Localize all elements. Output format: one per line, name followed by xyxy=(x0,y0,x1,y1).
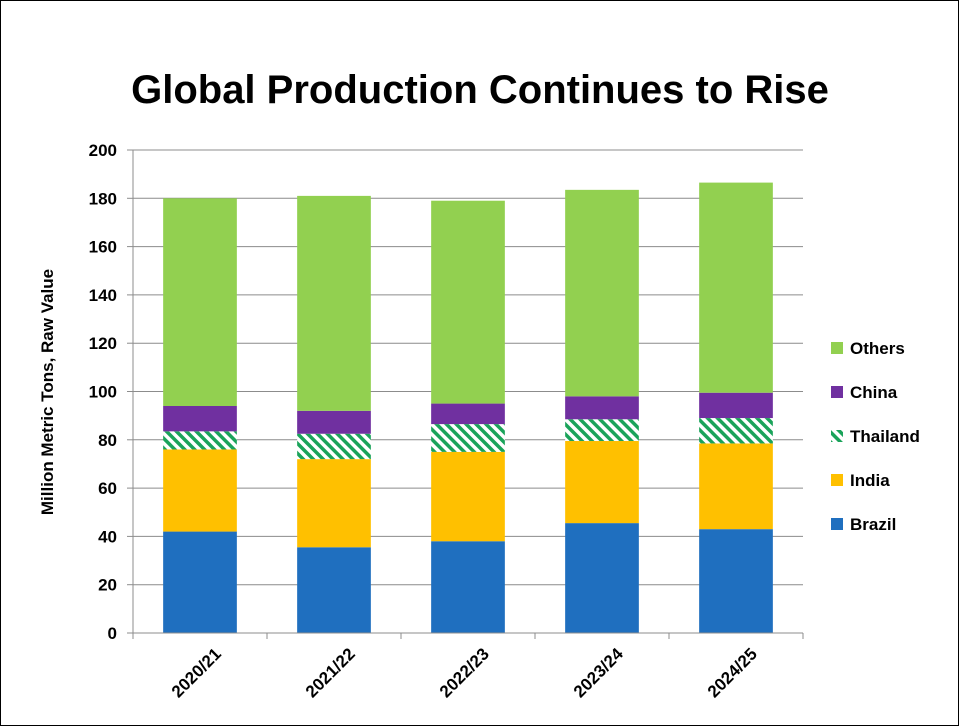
y-axis-title: Million Metric Tons, Raw Value xyxy=(38,269,57,515)
y-tick-label: 80 xyxy=(98,431,117,450)
axes xyxy=(132,150,804,639)
y-tick-label: 200 xyxy=(89,141,117,160)
bar-thailand-2023-24 xyxy=(565,419,639,442)
legend-swatch-india xyxy=(831,474,843,486)
bar-china-2023-24 xyxy=(565,396,639,420)
bar-india-2022-23 xyxy=(431,451,505,542)
y-tick-label: 140 xyxy=(89,286,117,305)
y-tick-label: 20 xyxy=(98,576,117,595)
bar-india-2020-21 xyxy=(163,449,237,532)
bar-china-2021-22 xyxy=(297,410,371,434)
bar-india-2021-22 xyxy=(297,459,371,548)
legend-label-others: Others xyxy=(850,339,905,358)
bar-china-2022-23 xyxy=(431,403,505,425)
x-tick-label: 2022/23 xyxy=(436,644,493,701)
bar-others-2022-23 xyxy=(431,200,505,404)
bar-brazil-2022-23 xyxy=(431,541,505,633)
bar-brazil-2020-21 xyxy=(163,531,237,633)
legend-label-brazil: Brazil xyxy=(850,515,896,534)
bar-brazil-2021-22 xyxy=(297,547,371,633)
bar-india-2024-25 xyxy=(699,443,773,530)
bar-china-2024-25 xyxy=(699,392,773,419)
legend-label-thailand: Thailand xyxy=(850,427,920,446)
legend-swatch-others xyxy=(831,342,843,354)
bar-others-2024-25 xyxy=(699,182,773,393)
y-tick-label: 160 xyxy=(89,238,117,257)
bar-others-2021-22 xyxy=(297,195,371,411)
bar-brazil-2024-25 xyxy=(699,529,773,633)
chart-title: Global Production Continues to Rise xyxy=(131,68,829,112)
x-tick-label: 2023/24 xyxy=(570,644,627,701)
bar-others-2020-21 xyxy=(163,198,237,406)
y-tick-label: 40 xyxy=(98,527,117,546)
bar-others-2023-24 xyxy=(565,189,639,397)
x-tick-label: 2020/21 xyxy=(168,644,225,701)
bar-brazil-2023-24 xyxy=(565,523,639,633)
bar-thailand-2022-23 xyxy=(431,424,505,452)
y-tick-label: 100 xyxy=(89,383,117,402)
x-tick-label: 2021/22 xyxy=(302,644,359,701)
legend-label-india: India xyxy=(850,471,890,490)
legend-label-china: China xyxy=(850,383,898,402)
bar-thailand-2020-21 xyxy=(163,431,237,450)
legend-swatch-brazil xyxy=(831,518,843,530)
legend-swatch-thailand xyxy=(831,430,843,442)
x-axis-ticks: 2020/21 2021/22 2022/23 2023/24 2024/25 xyxy=(168,644,761,701)
y-axis-ticks: 0 20 40 60 80 100 120 140 160 180 200 xyxy=(89,141,133,643)
bar-thailand-2021-22 xyxy=(297,433,371,460)
bar-thailand-2024-25 xyxy=(699,418,773,444)
bars xyxy=(163,182,773,633)
y-tick-label: 120 xyxy=(89,334,117,353)
bar-india-2023-24 xyxy=(565,441,639,524)
y-tick-label: 60 xyxy=(98,479,117,498)
legend: Brazil India Thailand China Others xyxy=(831,339,920,534)
legend-swatch-china xyxy=(831,386,843,398)
y-tick-label: 0 xyxy=(108,624,117,643)
bar-china-2020-21 xyxy=(163,405,237,432)
y-tick-label: 180 xyxy=(89,189,117,208)
x-tick-label: 2024/25 xyxy=(704,644,761,701)
